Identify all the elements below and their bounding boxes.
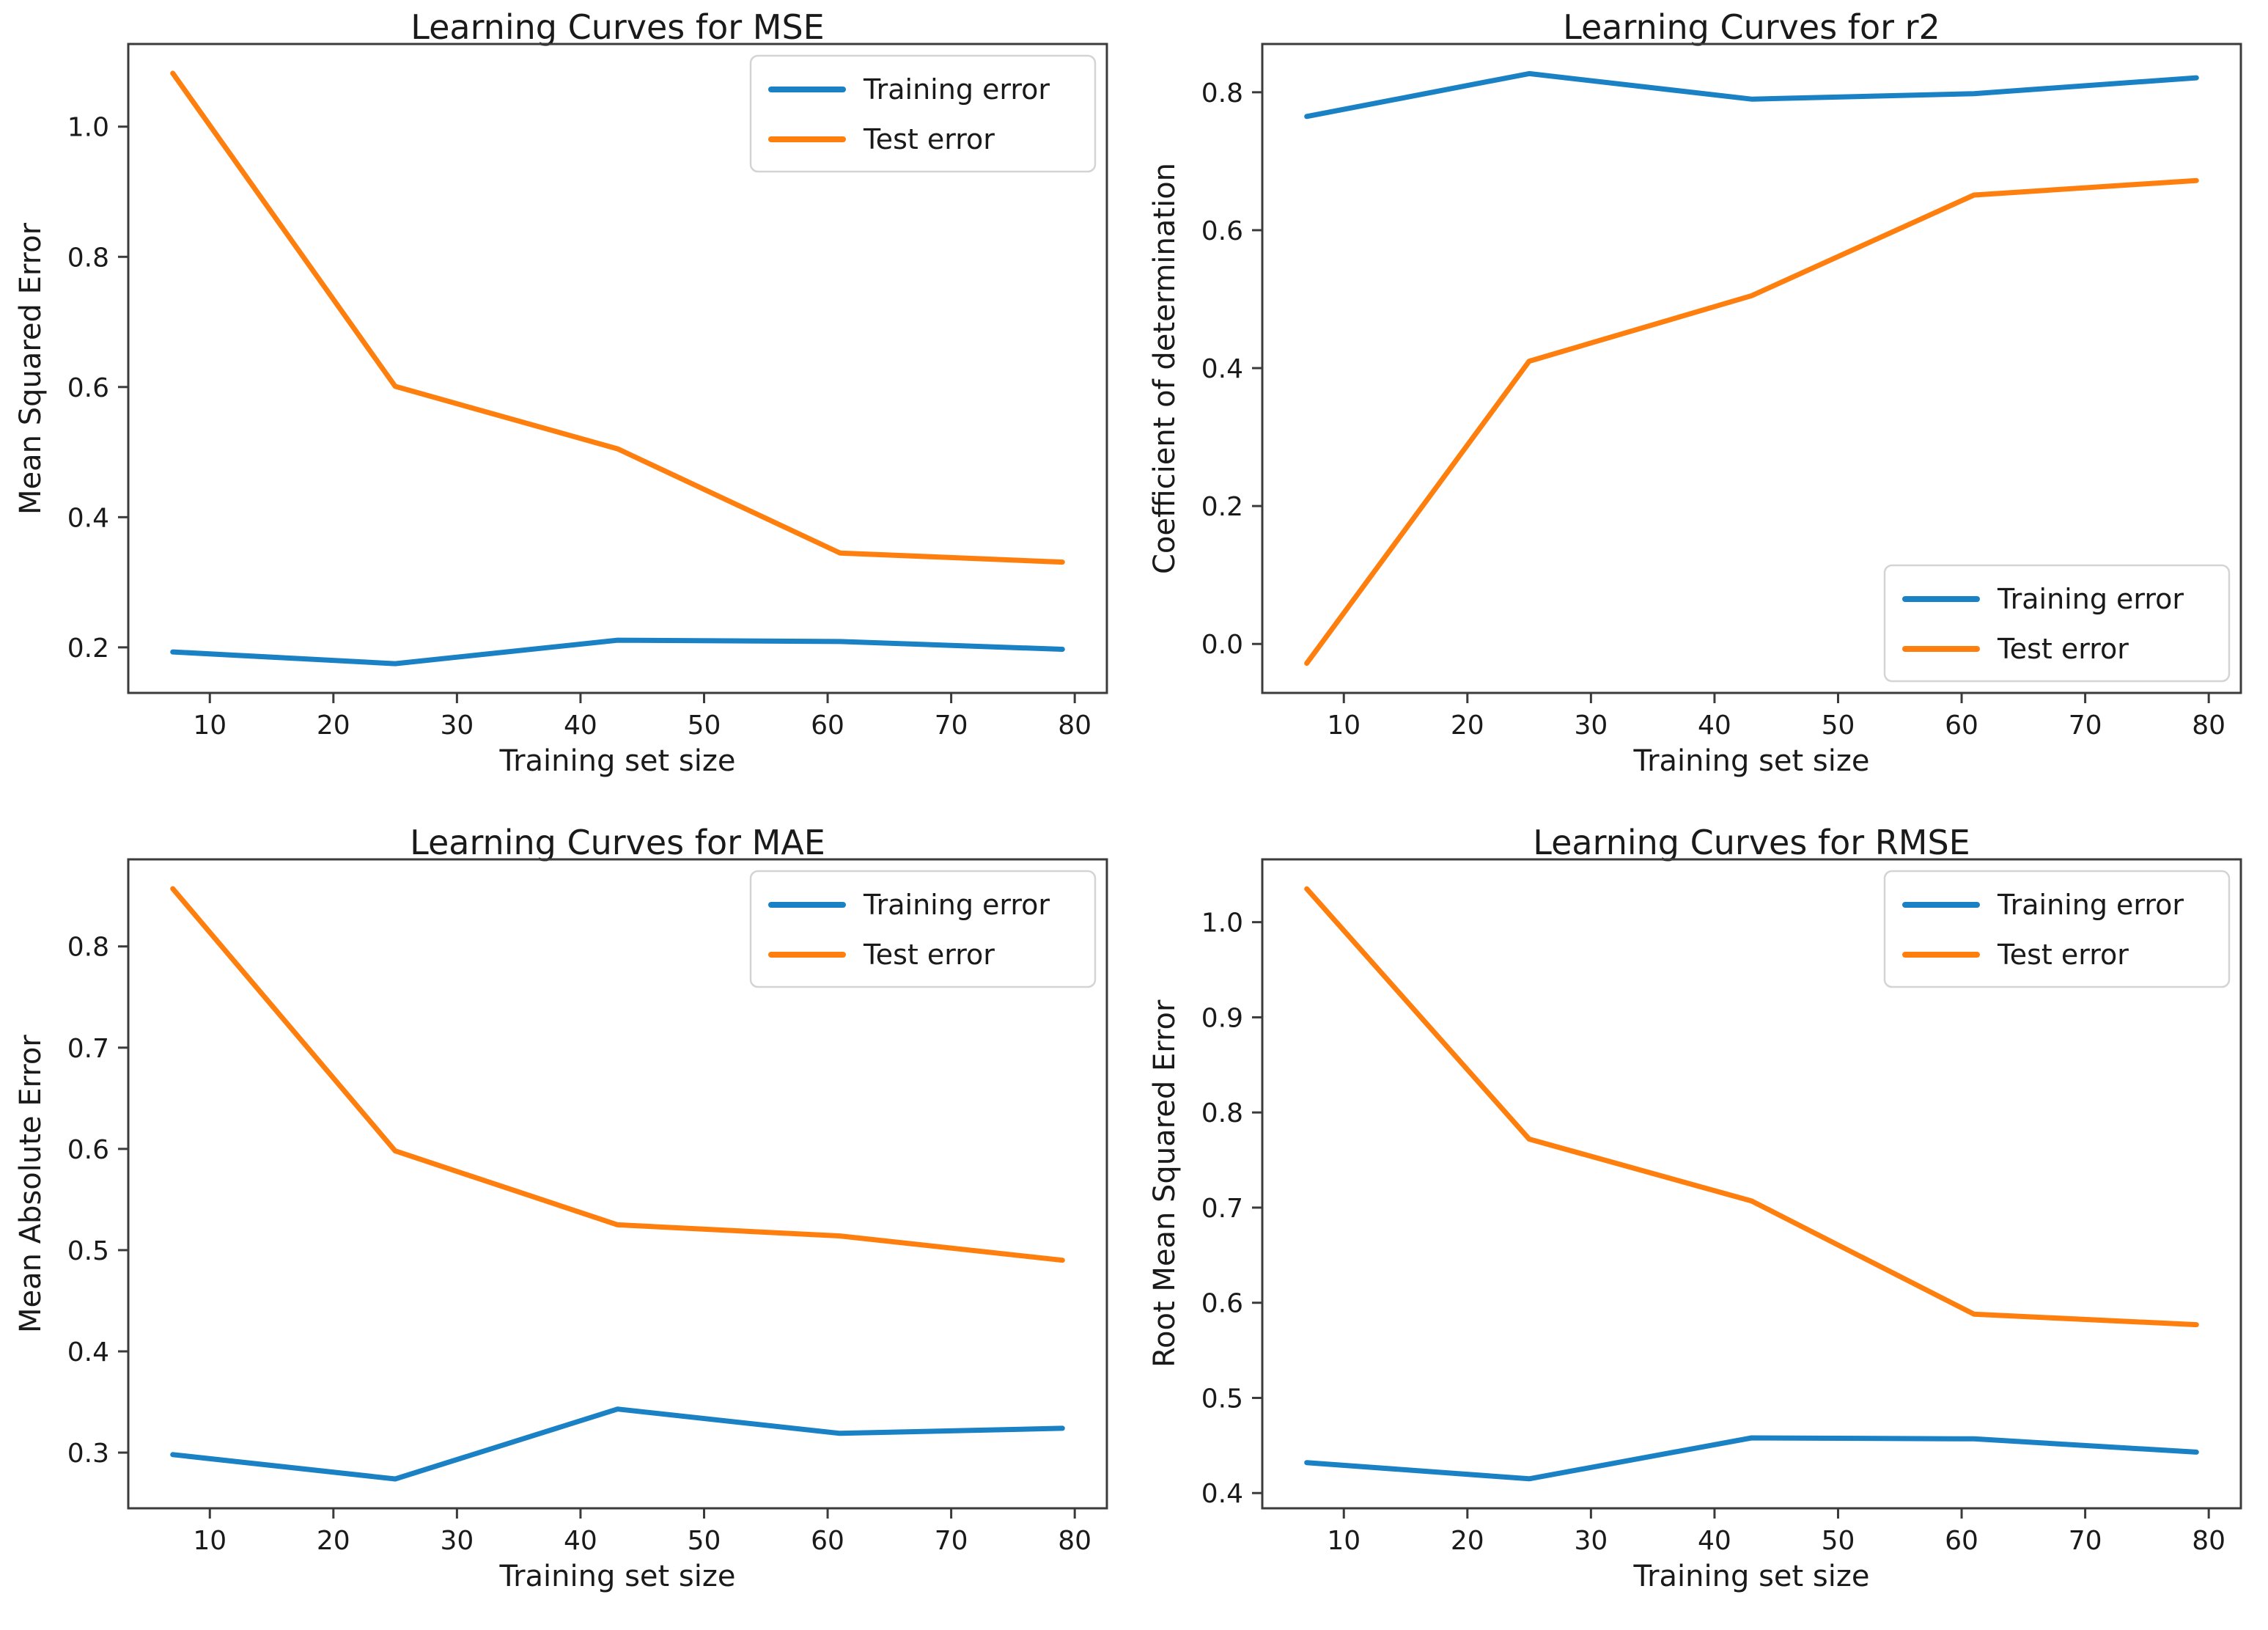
y-tick-label: 0.8 xyxy=(67,933,109,963)
x-tick-label: 80 xyxy=(2192,711,2225,741)
x-tick-label: 20 xyxy=(1451,711,1484,741)
x-tick-label: 70 xyxy=(935,711,968,741)
plot-title-r2: Learning Curves for r2 xyxy=(1563,7,1940,47)
y-tick-label: 1.0 xyxy=(67,113,109,143)
y-tick-label: 0.2 xyxy=(1201,492,1243,522)
series-line-test-error xyxy=(170,886,1065,1263)
y-tick-label: 0.6 xyxy=(67,1135,109,1165)
x-tick-label: 60 xyxy=(811,711,844,741)
series-line-training-error xyxy=(170,1406,1065,1482)
x-tick-label: 20 xyxy=(317,711,350,741)
series-line-test-error xyxy=(170,70,1065,565)
y-tick-label: 0.4 xyxy=(67,503,109,533)
subplot-mse: Learning Curves for MSE Mean Squared Err… xyxy=(0,0,1134,815)
r2-plot-area: 10 20 30 40 50 60 70 80 0.0 0.2 0.4 0.6 0.8 Training … xyxy=(1201,43,2242,741)
y-tick-label: 0.6 xyxy=(1201,1289,1243,1319)
legend-label: Training error xyxy=(863,889,1050,921)
x-tick-label: 10 xyxy=(193,1526,227,1556)
y-tick-label: 1.0 xyxy=(1201,908,1243,939)
plot-title-mse: Learning Curves for MSE xyxy=(410,7,825,47)
legend-label: Test error xyxy=(1997,633,2129,665)
x-tick-label: 50 xyxy=(688,711,721,741)
legend-label: Test error xyxy=(863,939,995,971)
axes-spines xyxy=(127,43,1108,694)
x-axis-label-r2: Training set size xyxy=(1633,744,1870,778)
x-tick-label: 50 xyxy=(1822,1526,1855,1556)
x-tick-label: 60 xyxy=(1945,711,1978,741)
x-tick-label: 10 xyxy=(1327,1526,1361,1556)
y-tick-label: 0.5 xyxy=(1201,1384,1243,1414)
x-tick-label: 40 xyxy=(1698,711,1731,741)
axes-spines xyxy=(127,858,1108,1510)
y-tick-label: 0.6 xyxy=(67,373,109,403)
x-tick-label: 40 xyxy=(564,711,597,741)
x-axis-label-mse: Training set size xyxy=(499,744,736,778)
series-line-training-error xyxy=(1304,1435,2199,1482)
series-line-training-error xyxy=(1304,70,2199,120)
rmse-plot-area: 10 20 30 40 50 60 70 80 0.4 0.5 0.6 0.7 0.8 0.9 1.0 Tra… xyxy=(1201,858,2242,1556)
x-tick-label: 70 xyxy=(2069,1526,2102,1556)
y-tick-label: 0.4 xyxy=(67,1337,109,1367)
y-tick-label: 0.7 xyxy=(1201,1194,1243,1224)
x-tick-label: 60 xyxy=(1945,1526,1978,1556)
x-tick-label: 70 xyxy=(2069,711,2102,741)
y-tick-label: 0.4 xyxy=(1201,354,1243,384)
subplot-r2: Learning Curves for r2 Coefficient of de… xyxy=(1134,0,2268,815)
x-tick-label: 10 xyxy=(193,711,227,741)
series-line-test-error xyxy=(1304,886,2199,1328)
x-tick-label: 30 xyxy=(1574,1526,1608,1556)
legend-label: Test error xyxy=(1997,939,2129,971)
subplot-mae: Learning Curves for MAE Mean Absolute Er… xyxy=(0,815,1134,1630)
y-tick-label: 0.3 xyxy=(67,1439,109,1469)
series-line-training-error xyxy=(170,637,1065,667)
x-tick-label: 50 xyxy=(1822,711,1855,741)
y-tick-label: 0.8 xyxy=(1201,78,1243,109)
legend-box xyxy=(749,54,1097,173)
subplot-rmse: Learning Curves for RMSE Root Mean Squar… xyxy=(1134,815,2268,1630)
y-tick-label: 0.8 xyxy=(67,243,109,273)
axes-spines xyxy=(1261,858,2242,1510)
y-tick-label: 0.9 xyxy=(1201,1003,1243,1033)
x-tick-label: 80 xyxy=(1058,711,1091,741)
legend-label: Training error xyxy=(1997,583,2184,615)
plot-title-rmse: Learning Curves for RMSE xyxy=(1533,823,1970,862)
x-tick-label: 30 xyxy=(1574,711,1608,741)
x-tick-label: 80 xyxy=(2192,1526,2225,1556)
legend-label: Training error xyxy=(863,73,1050,106)
y-tick-label: 0.5 xyxy=(67,1236,109,1266)
legend-box xyxy=(749,870,1097,988)
x-tick-label: 40 xyxy=(564,1526,597,1556)
plot-title-mae: Learning Curves for MAE xyxy=(410,823,825,862)
x-tick-label: 80 xyxy=(1058,1526,1091,1556)
y-tick-label: 0.6 xyxy=(1201,216,1243,246)
y-tick-label: 0.7 xyxy=(67,1034,109,1064)
x-tick-label: 40 xyxy=(1698,1526,1731,1556)
legend-label: Training error xyxy=(1997,889,2184,921)
x-tick-label: 30 xyxy=(440,711,474,741)
x-tick-label: 30 xyxy=(440,1526,474,1556)
legend-box xyxy=(1883,564,2231,683)
y-tick-label: 0.2 xyxy=(67,634,109,664)
x-tick-label: 50 xyxy=(688,1526,721,1556)
y-tick-label: 0.8 xyxy=(1201,1098,1243,1128)
y-tick-label: 0.0 xyxy=(1201,630,1243,660)
x-tick-label: 20 xyxy=(1451,1526,1484,1556)
x-tick-label: 20 xyxy=(317,1526,350,1556)
series-line-test-error xyxy=(1304,177,2199,667)
x-axis-label-mae: Training set size xyxy=(499,1560,736,1593)
mae-plot-area: 10 20 30 40 50 60 70 80 0.3 0.4 0.5 0.6 0.7 0.8 Traini… xyxy=(67,858,1108,1556)
x-tick-label: 60 xyxy=(811,1526,844,1556)
x-axis-label-rmse: Training set size xyxy=(1633,1560,1870,1593)
y-tick-label: 0.4 xyxy=(1201,1479,1243,1509)
legend-box xyxy=(1883,870,2231,988)
x-tick-label: 10 xyxy=(1327,711,1361,741)
legend-label: Test error xyxy=(863,123,995,155)
mse-plot-area: 10 20 30 40 50 60 70 80 0.2 0.4 0.6 0.8 1.0 Training … xyxy=(67,43,1108,741)
x-tick-label: 70 xyxy=(935,1526,968,1556)
